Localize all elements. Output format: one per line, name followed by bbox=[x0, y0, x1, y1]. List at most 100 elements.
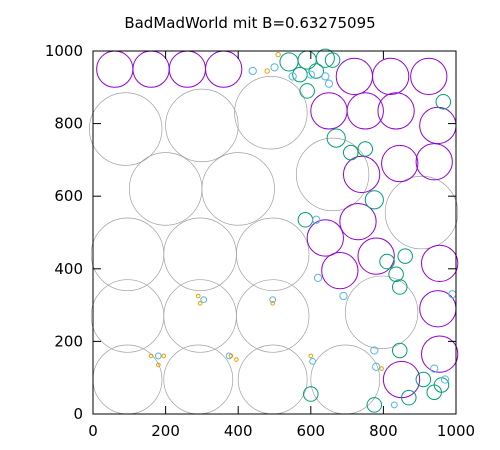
purple-circle-10 bbox=[419, 106, 457, 145]
grey-circle-10 bbox=[236, 217, 310, 291]
grey-circle-16 bbox=[165, 88, 239, 163]
x-tick-label-0: 0 bbox=[88, 422, 98, 440]
cyan-circle-8 bbox=[339, 291, 348, 301]
teal-circle-11 bbox=[297, 212, 314, 228]
purple-circle-16 bbox=[321, 251, 359, 290]
cyan-circle-1 bbox=[270, 63, 279, 72]
purple-circle-14 bbox=[339, 202, 377, 241]
teal-circle-18 bbox=[415, 371, 432, 388]
grey-circle-1 bbox=[163, 344, 234, 415]
purple-circle-20 bbox=[421, 335, 459, 373]
teal-circle-10 bbox=[364, 190, 384, 210]
y-tick-label-5: 1000 bbox=[45, 42, 83, 60]
teal-circle-7 bbox=[326, 128, 346, 148]
purple-circle-0 bbox=[96, 50, 134, 88]
orange-circle-5 bbox=[148, 353, 154, 359]
purple-circle-6 bbox=[410, 57, 448, 96]
grey-circle-7 bbox=[344, 275, 419, 350]
teal-circle-23 bbox=[303, 386, 319, 402]
cyan-circle-2 bbox=[306, 70, 315, 79]
purple-circle-5 bbox=[372, 57, 410, 96]
x-tick-label-3: 600 bbox=[296, 422, 325, 440]
teal-circle-19 bbox=[435, 94, 452, 110]
teal-circle-21 bbox=[401, 389, 417, 406]
orange-circle-4 bbox=[270, 300, 275, 306]
orange-circle-1 bbox=[275, 51, 281, 58]
grey-circle-13 bbox=[295, 137, 370, 212]
grey-circle-0 bbox=[92, 344, 163, 415]
x-tick-label-4: 800 bbox=[369, 422, 398, 440]
cyan-circle-13 bbox=[309, 357, 317, 365]
orange-circle-6 bbox=[161, 353, 167, 359]
y-tick-label-1: 200 bbox=[54, 332, 83, 350]
purple-circle-3 bbox=[205, 50, 243, 88]
orange-circle-7 bbox=[156, 362, 161, 368]
purple-circle-1 bbox=[132, 50, 170, 88]
cyan-circle-17 bbox=[440, 375, 450, 384]
y-tick-label-2: 400 bbox=[54, 260, 83, 278]
x-tick-label-2: 400 bbox=[224, 422, 253, 440]
grey-circle-12 bbox=[201, 152, 275, 226]
purple-circle-2 bbox=[168, 50, 207, 88]
purple-circle-7 bbox=[310, 92, 348, 130]
cyan-circle-7 bbox=[313, 273, 323, 283]
grey-circle-15 bbox=[89, 92, 163, 166]
cyan-circle-6 bbox=[312, 215, 321, 224]
teal-circle-9 bbox=[357, 141, 374, 157]
cyan-circle-18 bbox=[448, 290, 457, 299]
grey-circle-3 bbox=[310, 344, 381, 415]
chart-title: BadMadWorld mit B=0.63275095 bbox=[124, 14, 376, 32]
purple-circle-19 bbox=[419, 290, 457, 328]
cyan-circle-5 bbox=[288, 72, 297, 81]
cyan-circle-15 bbox=[372, 362, 381, 371]
cyan-circle-11 bbox=[154, 352, 162, 360]
teal-circle-6 bbox=[299, 83, 315, 99]
teal-circle-14 bbox=[391, 279, 408, 295]
purple-circle-15 bbox=[306, 219, 344, 257]
teal-circle-1 bbox=[297, 50, 317, 70]
y-tick-label-3: 600 bbox=[54, 187, 83, 205]
orange-circle-3 bbox=[197, 300, 203, 306]
orange-circle-11 bbox=[379, 366, 384, 371]
y-tick-label-4: 800 bbox=[54, 115, 83, 133]
orange-circle-0 bbox=[264, 68, 270, 74]
orange-circle-10 bbox=[308, 353, 314, 359]
teal-circle-13 bbox=[388, 266, 404, 283]
purple-circle-4 bbox=[335, 57, 374, 96]
cyan-circle-16 bbox=[430, 364, 439, 373]
x-tick-label-1: 200 bbox=[151, 422, 180, 440]
grey-circle-2 bbox=[237, 344, 308, 415]
cyan-circle-12 bbox=[225, 352, 233, 360]
teal-circle-15 bbox=[397, 248, 413, 264]
purple-circle-17 bbox=[357, 237, 395, 275]
cyan-circle-0 bbox=[248, 66, 257, 76]
teal-circle-5 bbox=[324, 52, 341, 68]
ticks-layer: 0 200 400 600 800 1000 0 200 400 600 800 1000 bbox=[45, 42, 475, 440]
purple-circle-11 bbox=[342, 155, 381, 194]
plot-frame bbox=[92, 50, 457, 415]
y-tick-label-0: 0 bbox=[73, 405, 83, 423]
grey-circle-11 bbox=[128, 152, 203, 226]
grey-circle-17 bbox=[234, 76, 308, 150]
cyan-circle-4 bbox=[324, 79, 334, 88]
cyan-circle-14 bbox=[370, 346, 379, 355]
purple-circle-13 bbox=[415, 143, 453, 181]
teal-circle-0 bbox=[279, 52, 299, 72]
purple-circle-12 bbox=[381, 144, 419, 183]
orange-circle-2 bbox=[195, 293, 201, 299]
teal-circle-8 bbox=[342, 144, 359, 161]
circles-layer bbox=[89, 48, 459, 415]
purple-circle-18 bbox=[421, 244, 459, 283]
purple-circle-9 bbox=[377, 92, 415, 130]
cyan-circle-9 bbox=[200, 296, 208, 304]
teal-circle-16 bbox=[391, 342, 408, 359]
teal-circle-12 bbox=[379, 253, 395, 270]
x-tick-label-5: 1000 bbox=[437, 422, 475, 440]
cyan-circle-19 bbox=[390, 401, 398, 409]
teal-circle-2 bbox=[315, 48, 335, 68]
grey-circle-6 bbox=[236, 279, 310, 353]
grey-circle-14 bbox=[384, 175, 459, 250]
orange-circle-9 bbox=[234, 357, 239, 362]
purple-circle-8 bbox=[346, 92, 384, 130]
cyan-circle-10 bbox=[269, 296, 277, 304]
